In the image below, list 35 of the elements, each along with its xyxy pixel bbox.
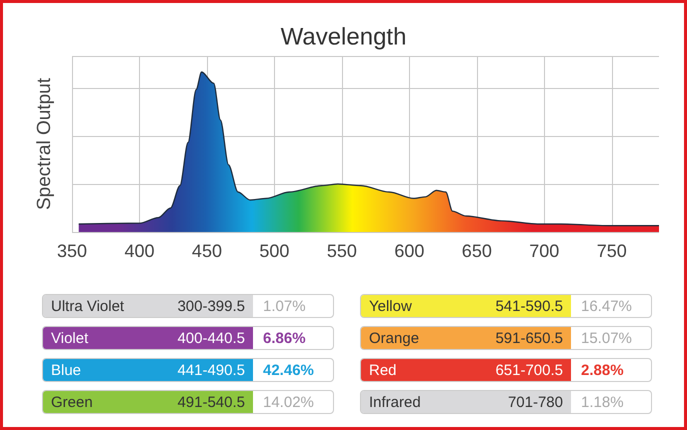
text: 16.47% (581, 298, 632, 314)
category-label: Yellow (369, 298, 412, 314)
x-tick-label: 750 (596, 241, 627, 261)
text: 1.18% (581, 394, 624, 410)
text: 441-490.5 (177, 362, 245, 378)
x-tick-label: 550 (326, 241, 357, 261)
text: 300-399.5 (177, 298, 245, 314)
text: 14.02% (263, 394, 314, 410)
category-label: Violet (51, 330, 88, 346)
y-axis-title: Spectral Output (34, 77, 55, 210)
x-tick-label: 350 (56, 241, 88, 261)
category-label: Infrared (369, 394, 421, 410)
text: 2.88% (581, 362, 624, 378)
text: 6.86% (263, 330, 306, 346)
text: 400-440.5 (177, 330, 245, 346)
x-tick-label: 450 (192, 241, 222, 261)
category-label: Ultra Violet (51, 298, 124, 314)
x-tick-label: 400 (124, 241, 154, 261)
text: 591-650.5 (495, 330, 563, 346)
text: 42.46% (263, 362, 314, 378)
category-label: Blue (51, 362, 82, 378)
x-tick-label: 600 (394, 241, 424, 261)
category-label: Red (369, 362, 397, 378)
chart-title: Wavelength (280, 24, 406, 50)
x-tick-label: 700 (529, 241, 560, 261)
x-tick-label: 650 (462, 241, 492, 261)
text: 701-780 (508, 394, 563, 410)
category-label: Green (51, 394, 93, 410)
text: 541-590.5 (495, 298, 563, 314)
text: 651-700.5 (495, 362, 563, 378)
x-tick-label: 500 (259, 241, 290, 261)
text: 1.07% (263, 298, 306, 314)
category-label: Orange (369, 330, 420, 346)
text: 15.07% (581, 330, 632, 346)
text: 491-540.5 (177, 394, 245, 410)
